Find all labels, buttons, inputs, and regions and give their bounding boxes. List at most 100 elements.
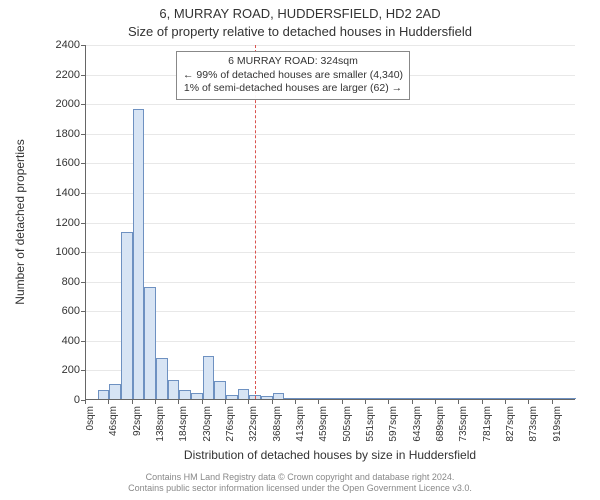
xtick-mark [248, 400, 249, 404]
gridline-h [86, 104, 575, 105]
histogram-bar [436, 398, 447, 399]
ytick-label: 1000 [40, 246, 80, 258]
histogram-bar [226, 395, 237, 399]
xtick-label: 322sqm [248, 406, 259, 456]
histogram-bar [214, 381, 225, 399]
histogram-bar [564, 398, 575, 399]
ytick-label: 1600 [40, 157, 80, 169]
xtick-mark [108, 400, 109, 404]
histogram-bar [133, 109, 144, 399]
gridline-h [86, 163, 575, 164]
ytick-mark [81, 341, 85, 342]
xtick-mark [388, 400, 389, 404]
ytick-mark [81, 104, 85, 105]
xtick-label: 735sqm [458, 406, 469, 456]
ytick-label: 400 [40, 335, 80, 347]
xtick-mark [202, 400, 203, 404]
ytick-label: 0 [40, 394, 80, 406]
histogram-bar [156, 358, 167, 399]
xtick-label: 873sqm [528, 406, 539, 456]
ytick-label: 2200 [40, 69, 80, 81]
gridline-h [86, 45, 575, 46]
ytick-mark [81, 223, 85, 224]
histogram-bar [308, 398, 319, 399]
gridline-h [86, 134, 575, 135]
gridline-h [86, 223, 575, 224]
histogram-bar [553, 398, 564, 399]
xtick-label: 276sqm [225, 406, 236, 456]
gridline-h [86, 252, 575, 253]
chart-title: Size of property relative to detached ho… [0, 24, 600, 39]
xtick-label: 505sqm [342, 406, 353, 456]
xtick-label: 827sqm [505, 406, 516, 456]
xtick-label: 919sqm [552, 406, 563, 456]
histogram-bar [389, 398, 400, 399]
xtick-label: 597sqm [388, 406, 399, 456]
histogram-bar [98, 390, 109, 399]
histogram-bar [471, 398, 482, 399]
histogram-bar [319, 398, 330, 399]
xtick-label: 230sqm [202, 406, 213, 456]
xtick-label: 781sqm [482, 406, 493, 456]
xtick-mark [178, 400, 179, 404]
xtick-mark [272, 400, 273, 404]
xtick-label: 459sqm [318, 406, 329, 456]
info-line1: 6 MURRAY ROAD: 324sqm [183, 55, 403, 69]
ytick-mark [81, 163, 85, 164]
ytick-label: 2000 [40, 98, 80, 110]
footer-attribution: Contains HM Land Registry data © Crown c… [0, 472, 600, 495]
ytick-mark [81, 252, 85, 253]
histogram-bar [238, 389, 249, 399]
xtick-mark [318, 400, 319, 404]
footer-line1: Contains HM Land Registry data © Crown c… [146, 472, 455, 482]
info-line3: 1% of semi-detached houses are larger (6… [183, 82, 403, 96]
histogram-bar [284, 398, 295, 399]
xtick-label: 46sqm [108, 406, 119, 456]
xtick-mark [458, 400, 459, 404]
histogram-bar [343, 398, 354, 399]
histogram-bar [459, 398, 470, 399]
xtick-label: 368sqm [272, 406, 283, 456]
histogram-bar [518, 398, 529, 399]
xtick-label: 184sqm [178, 406, 189, 456]
xtick-label: 689sqm [435, 406, 446, 456]
histogram-bar [483, 398, 494, 399]
histogram-bar [261, 396, 272, 399]
y-axis-label: Number of detached properties [13, 139, 27, 304]
marker-info-box: 6 MURRAY ROAD: 324sqm← 99% of detached h… [176, 51, 410, 100]
histogram-bar [494, 398, 505, 399]
histogram-bar [331, 398, 342, 399]
xtick-mark [85, 400, 86, 404]
ytick-label: 1800 [40, 128, 80, 140]
ytick-mark [81, 370, 85, 371]
histogram-bar [354, 398, 365, 399]
xtick-mark [225, 400, 226, 404]
histogram-bar [424, 398, 435, 399]
ytick-mark [81, 193, 85, 194]
histogram-bar [179, 390, 190, 399]
histogram-bar [168, 380, 179, 399]
info-line2: ← 99% of detached houses are smaller (4,… [183, 69, 403, 83]
ytick-mark [81, 45, 85, 46]
xtick-mark [552, 400, 553, 404]
ytick-label: 200 [40, 364, 80, 376]
gridline-h [86, 341, 575, 342]
xtick-mark [435, 400, 436, 404]
histogram-bar [296, 398, 307, 399]
gridline-h [86, 311, 575, 312]
xtick-mark [528, 400, 529, 404]
xtick-label: 92sqm [132, 406, 143, 456]
gridline-h [86, 282, 575, 283]
histogram-bar [191, 393, 202, 399]
ytick-label: 2400 [40, 39, 80, 51]
xtick-mark [482, 400, 483, 404]
address-line: 6, MURRAY ROAD, HUDDERSFIELD, HD2 2AD [0, 6, 600, 21]
ytick-label: 800 [40, 276, 80, 288]
histogram-bar [144, 287, 155, 399]
xtick-label: 0sqm [85, 406, 96, 456]
histogram-bar [109, 384, 120, 399]
histogram-bar [273, 393, 284, 399]
xtick-mark [412, 400, 413, 404]
xtick-label: 551sqm [365, 406, 376, 456]
xtick-mark [342, 400, 343, 404]
